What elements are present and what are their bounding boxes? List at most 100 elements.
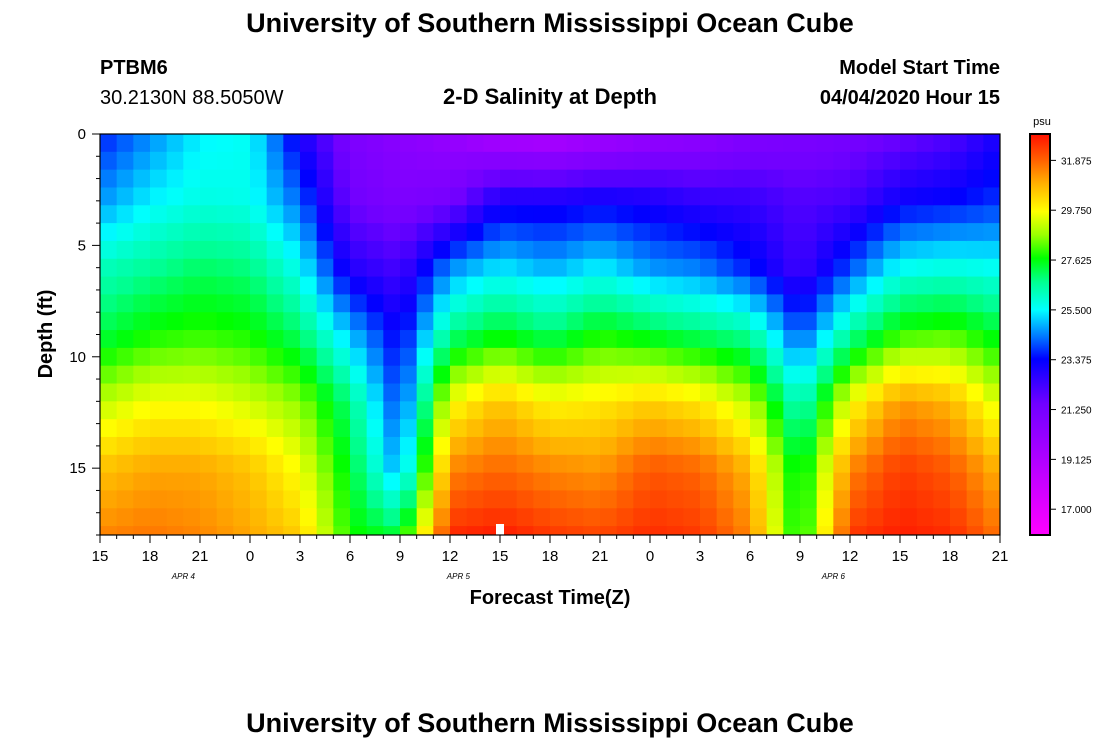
- heatmap-cell: [633, 365, 651, 385]
- heatmap-cell: [733, 472, 751, 492]
- heatmap-cell: [466, 508, 484, 527]
- heatmap-cell: [983, 401, 1000, 420]
- heatmap-cell: [816, 419, 834, 438]
- heatmap-cell: [150, 205, 168, 224]
- heatmap-cell: [900, 312, 918, 331]
- heatmap-cell: [766, 436, 784, 456]
- heatmap-cell: [133, 134, 151, 153]
- heatmap-cell: [283, 223, 301, 242]
- heatmap-cell: [633, 472, 651, 492]
- heatmap-cell: [550, 169, 568, 189]
- heatmap-cell: [783, 454, 801, 474]
- heatmap-cell: [966, 383, 984, 402]
- heatmap-cell: [600, 347, 618, 367]
- heatmap-cell: [700, 223, 718, 242]
- heatmap-cell: [483, 240, 501, 260]
- heatmap-cell: [716, 454, 734, 474]
- heatmap-cell: [883, 419, 901, 438]
- x-tick-label: 0: [246, 548, 254, 565]
- heatmap-cell: [833, 258, 851, 278]
- heatmap-cell: [983, 312, 1000, 331]
- heatmap-cell: [433, 276, 451, 295]
- heatmap-cell: [150, 454, 168, 474]
- footer-title: University of Southern Mississippi Ocean…: [246, 708, 854, 738]
- heatmap-cell: [116, 347, 134, 367]
- heatmap-cell: [683, 187, 701, 206]
- heatmap-cell: [700, 187, 718, 206]
- heatmap-cell: [333, 419, 351, 438]
- heatmap-cell: [483, 169, 501, 189]
- heatmap-cell: [283, 240, 301, 260]
- heatmap-cell: [216, 134, 234, 153]
- heatmap-cell: [400, 526, 418, 535]
- heatmap-cell: [100, 383, 118, 402]
- heatmap-cell: [250, 240, 268, 260]
- heatmap-cell: [116, 294, 134, 313]
- heatmap-cell: [733, 294, 751, 313]
- heatmap-cell: [533, 276, 551, 295]
- heatmap-cell: [366, 419, 384, 438]
- heatmap-cell: [366, 312, 384, 331]
- heatmap-cell: [633, 401, 651, 420]
- heatmap-cell: [366, 472, 384, 492]
- heatmap-cell: [600, 169, 618, 189]
- heatmap-cell: [783, 187, 801, 206]
- heatmap-cell: [733, 169, 751, 189]
- heatmap-cell: [916, 134, 934, 153]
- heatmap-cell: [900, 276, 918, 295]
- heatmap-cell: [966, 134, 984, 153]
- heatmap-cell: [600, 258, 618, 278]
- heatmap-cell: [416, 454, 434, 474]
- heatmap-cell: [183, 472, 201, 492]
- heatmap-cell: [400, 419, 418, 438]
- heatmap-cell: [766, 240, 784, 260]
- heatmap-cell: [366, 526, 384, 535]
- heatmap-cell: [316, 383, 334, 402]
- heatmap-cell: [683, 151, 701, 171]
- heatmap-cell: [816, 508, 834, 527]
- heatmap-cell: [333, 134, 351, 153]
- heatmap-cell: [983, 383, 1000, 402]
- heatmap-cell: [216, 419, 234, 438]
- heatmap-cell: [866, 401, 884, 420]
- heatmap-cell: [166, 169, 184, 189]
- heatmap-cell: [566, 276, 584, 295]
- heatmap-cell: [983, 223, 1000, 242]
- heatmap-cell: [233, 205, 251, 224]
- heatmap-cell: [183, 383, 201, 402]
- heatmap-cell: [766, 508, 784, 527]
- heatmap-cell: [150, 508, 168, 527]
- heatmap-cell: [616, 205, 634, 224]
- heatmap-cell: [200, 187, 218, 206]
- heatmap-cell: [400, 205, 418, 224]
- heatmap-cell: [600, 276, 618, 295]
- heatmap-cell: [550, 526, 568, 535]
- heatmap-cell: [566, 187, 584, 206]
- heatmap-cell: [750, 187, 768, 206]
- heatmap-cell: [883, 294, 901, 313]
- heatmap-cell: [216, 151, 234, 171]
- heatmap-cell: [766, 205, 784, 224]
- heatmap-cell: [533, 294, 551, 313]
- heatmap-cell: [850, 490, 868, 509]
- heatmap-cell: [366, 240, 384, 260]
- heatmap-cell: [316, 347, 334, 367]
- heatmap-cell: [950, 472, 968, 492]
- heatmap-cell: [816, 258, 834, 278]
- heatmap-cell: [650, 526, 668, 535]
- heatmap-cell: [650, 223, 668, 242]
- heatmap-cell: [416, 187, 434, 206]
- heatmap-cell: [416, 526, 434, 535]
- heatmap-cell: [166, 134, 184, 153]
- heatmap-cell: [633, 490, 651, 509]
- heatmap-cell: [400, 436, 418, 456]
- heatmap-cell: [683, 490, 701, 509]
- heatmap-cell: [416, 134, 434, 153]
- colorbar-tick-label: 21.250: [1061, 406, 1092, 417]
- heatmap-cell: [466, 294, 484, 313]
- heatmap-cell: [366, 383, 384, 402]
- heatmap-cell: [600, 294, 618, 313]
- heatmap-cell: [900, 240, 918, 260]
- heatmap-cell: [183, 134, 201, 153]
- heatmap-cell: [283, 401, 301, 420]
